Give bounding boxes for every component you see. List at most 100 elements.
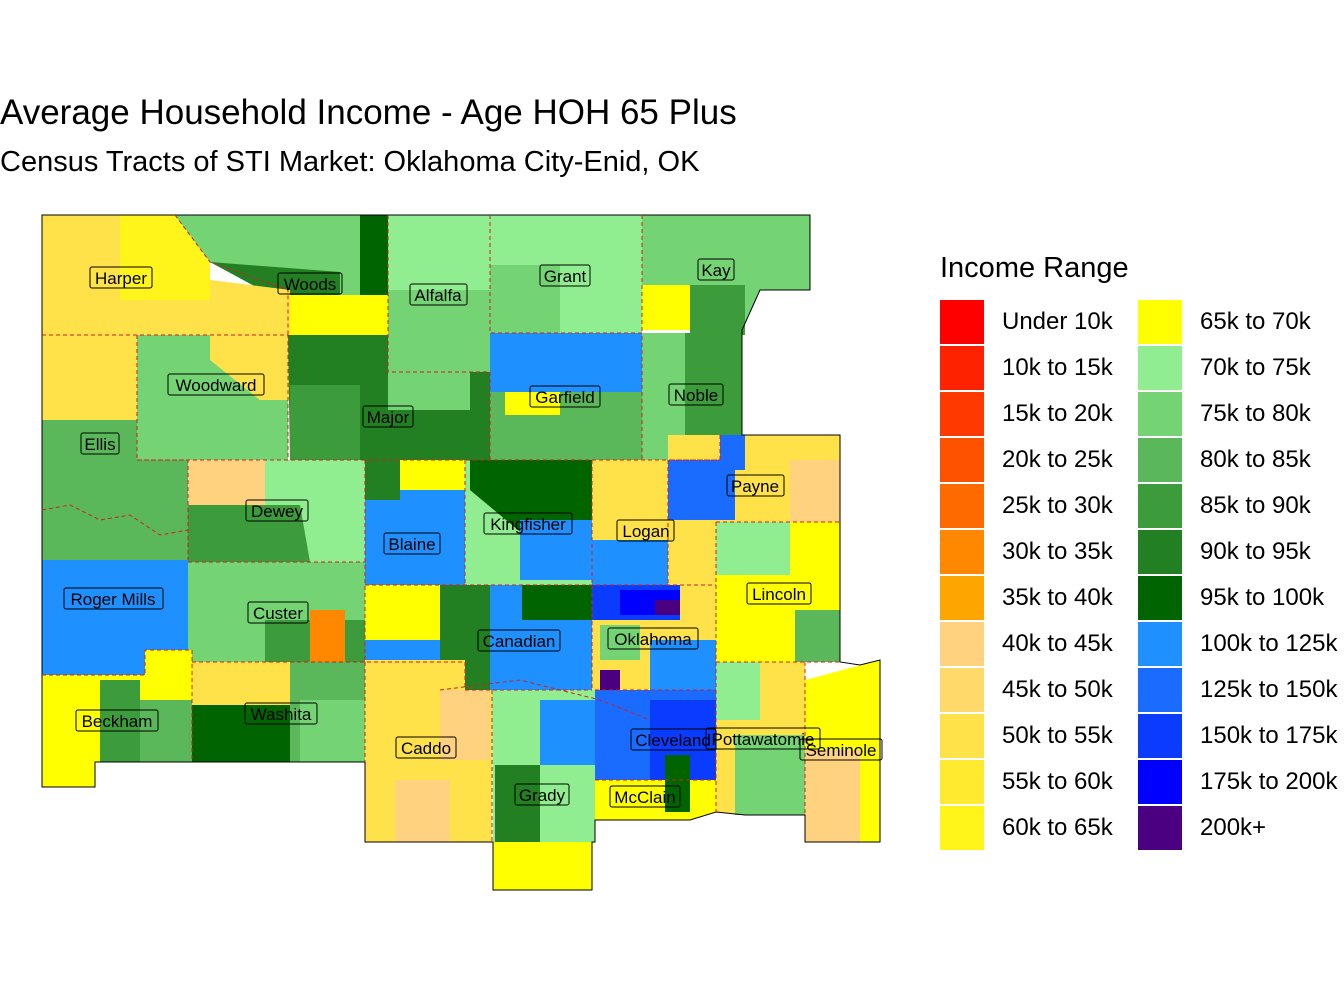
county-label-custer: Custer (247, 601, 309, 624)
legend-item: 55k to 60k (940, 760, 1113, 804)
market-boundary (41, 214, 881, 891)
county-label-kay: Kay (697, 258, 735, 281)
legend-swatch (940, 668, 984, 712)
county-label-woods: Woods (277, 272, 343, 295)
legend-label: 85k to 90k (1200, 492, 1311, 519)
legend-item: 50k to 55k (940, 714, 1113, 758)
svg-text:Seminole: Seminole (806, 741, 877, 760)
county-label-seminole: Seminole (799, 738, 883, 761)
svg-text:Logan: Logan (622, 522, 669, 541)
county-label-caddo: Caddo (395, 736, 457, 759)
svg-text:Pottawatomie: Pottawatomie (712, 730, 815, 749)
legend-swatch (1138, 760, 1182, 804)
legend-item: 125k to 150k (1138, 668, 1337, 712)
legend-label: 60k to 65k (1002, 814, 1113, 841)
legend-swatch (1138, 530, 1182, 574)
county-label-blaine: Blaine (383, 532, 441, 555)
svg-text:Beckham: Beckham (82, 712, 153, 731)
legend-swatch (940, 300, 984, 344)
county-label-dewey: Dewey (245, 499, 309, 522)
legend-label: 75k to 80k (1200, 400, 1311, 427)
legend-item: 200k+ (1138, 806, 1266, 850)
legend-swatch (1138, 438, 1182, 482)
legend-label: 175k to 200k (1200, 768, 1338, 795)
svg-text:McClain: McClain (614, 788, 675, 807)
legend-item: 35k to 40k (940, 576, 1113, 620)
legend-label: 45k to 50k (1002, 676, 1113, 703)
legend-swatch (940, 438, 984, 482)
svg-text:Payne: Payne (731, 477, 779, 496)
legend-swatch (940, 760, 984, 804)
legend-item: 90k to 95k (1138, 530, 1311, 574)
svg-text:Major: Major (367, 408, 410, 427)
map-subtitle: Census Tracts of STI Market: Oklahoma Ci… (0, 146, 700, 178)
legend-swatch (940, 484, 984, 528)
county-label-logan: Logan (616, 519, 675, 542)
county-label-grant: Grant (539, 264, 591, 287)
svg-text:Custer: Custer (253, 604, 303, 623)
county-label-major: Major (362, 405, 414, 428)
county-label-mcclain: McClain (609, 785, 681, 808)
legend-label: 20k to 25k (1002, 446, 1113, 473)
county-label-cleveland: Cleveland (630, 728, 717, 751)
legend-label: 30k to 35k (1002, 538, 1113, 565)
svg-text:Blaine: Blaine (388, 535, 435, 554)
legend-label: 25k to 30k (1002, 492, 1113, 519)
legend-swatch (1138, 714, 1182, 758)
svg-text:Harper: Harper (95, 269, 147, 288)
county-label-canadian: Canadian (477, 629, 561, 652)
legend-item: Under 10k (940, 300, 1113, 344)
legend-swatch (1138, 668, 1182, 712)
legend-label: 35k to 40k (1002, 584, 1113, 611)
county-label-beckham: Beckham (75, 709, 159, 732)
svg-text:Dewey: Dewey (251, 502, 303, 521)
legend-swatch (1138, 806, 1182, 850)
svg-text:Cleveland: Cleveland (635, 731, 711, 750)
legend-label: 65k to 70k (1200, 308, 1311, 335)
svg-text:Washita: Washita (251, 705, 312, 724)
legend-swatch (940, 622, 984, 666)
svg-text:Canadian: Canadian (483, 632, 556, 651)
county-label-harper: Harper (89, 266, 153, 289)
county-label-roger-mills: Roger Mills (63, 587, 164, 610)
legend-label: 10k to 15k (1002, 354, 1113, 381)
svg-text:Grant: Grant (544, 267, 587, 286)
svg-text:Woodward: Woodward (176, 376, 257, 395)
legend-label: 15k to 20k (1002, 400, 1113, 427)
legend-item: 40k to 45k (940, 622, 1113, 666)
county-label-alfalfa: Alfalfa (409, 283, 468, 306)
legend-item: 20k to 25k (940, 438, 1113, 482)
legend-swatch (1138, 484, 1182, 528)
legend-label: 50k to 55k (1002, 722, 1113, 749)
county-labels: Harper Woods Alfalfa Grant Kay Woodward … (63, 258, 883, 808)
legend-item: 150k to 175k (1138, 714, 1337, 758)
county-borders (41, 214, 840, 842)
legend-item: 65k to 70k (1138, 300, 1311, 344)
legend-label: 55k to 60k (1002, 768, 1113, 795)
county-label-grady: Grady (514, 783, 570, 806)
county-label-lincoln: Lincoln (746, 582, 812, 605)
legend-item: 30k to 35k (940, 530, 1113, 574)
svg-text:Oklahoma: Oklahoma (614, 630, 692, 649)
svg-text:Woods: Woods (284, 275, 337, 294)
svg-text:Roger Mills: Roger Mills (70, 590, 155, 609)
legend-label: 80k to 85k (1200, 446, 1311, 473)
county-label-woodward: Woodward (167, 373, 265, 396)
legend-item: 45k to 50k (940, 668, 1113, 712)
legend-item: 10k to 15k (940, 346, 1113, 390)
county-fills (42, 215, 880, 890)
legend-swatch (1138, 622, 1182, 666)
legend-swatch (1138, 300, 1182, 344)
county-label-kingfisher: Kingfisher (483, 512, 573, 535)
legend-title: Income Range (940, 252, 1129, 284)
county-label-garfield: Garfield (529, 385, 601, 408)
legend-label: 90k to 95k (1200, 538, 1311, 565)
legend-label: 70k to 75k (1200, 354, 1311, 381)
legend-label: 100k to 125k (1200, 630, 1338, 657)
legend-item: 75k to 80k (1138, 392, 1311, 436)
legend-swatch (940, 392, 984, 436)
legend-item: 15k to 20k (940, 392, 1113, 436)
legend-label: Under 10k (1002, 308, 1113, 335)
legend-item: 100k to 125k (1138, 622, 1337, 666)
legend-label: 125k to 150k (1200, 676, 1338, 703)
